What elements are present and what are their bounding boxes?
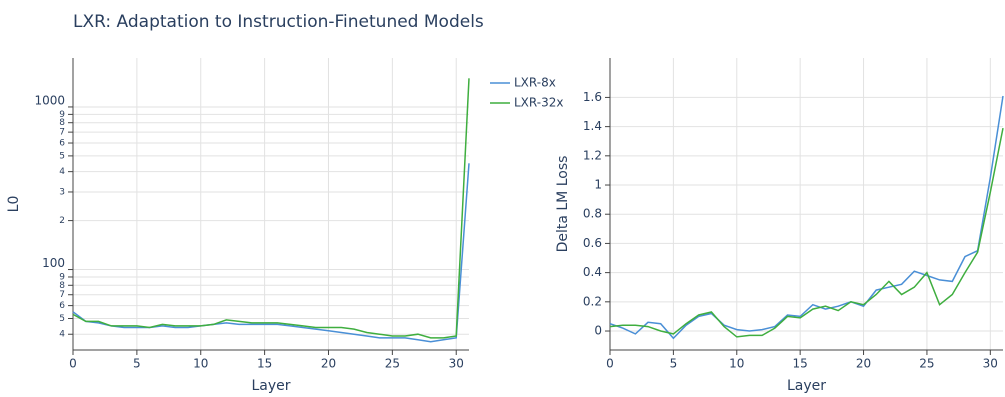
x-tick-label: 15 xyxy=(793,357,808,371)
x-tick-label: 0 xyxy=(69,357,77,371)
y-tick-label: 4 xyxy=(59,167,65,177)
x-tick-label: 5 xyxy=(670,357,678,371)
y-tick-label: 0 xyxy=(594,324,602,338)
legend-label: LXR-32x xyxy=(514,96,563,110)
x-tick-label: 5 xyxy=(133,357,141,371)
y-tick-label: 0.2 xyxy=(583,294,602,308)
x-tick-label: 20 xyxy=(856,357,871,371)
y-tick-label: 1.6 xyxy=(583,90,602,104)
y-axis-title: Delta LM Loss xyxy=(555,156,571,253)
x-axis-title: Layer xyxy=(787,378,826,394)
series-line xyxy=(72,78,470,339)
x-tick-label: 15 xyxy=(257,357,272,371)
y-tick-label: 1.2 xyxy=(583,148,602,162)
y-tick-label: 9 xyxy=(59,110,65,120)
y-tick-label: 0.8 xyxy=(583,207,602,221)
x-tick-label: 0 xyxy=(606,357,614,371)
y-tick-label: 2 xyxy=(59,216,65,226)
y-tick-label: 8 xyxy=(59,118,65,128)
series-line xyxy=(609,127,1004,338)
y-tick-label: 6 xyxy=(59,301,65,311)
x-axis-title: Layer xyxy=(251,378,290,394)
y-tick-label: 3 xyxy=(59,187,65,197)
y-tick-label: 6 xyxy=(59,139,65,149)
y-tick-label: 0.6 xyxy=(583,236,602,250)
y-axis-title: L0 xyxy=(6,196,22,213)
y-tick-label: 7 xyxy=(59,128,65,138)
y-tick-label: 1.4 xyxy=(583,119,602,133)
y-tick-label: 7 xyxy=(59,290,65,300)
legend-label: LXR-8x xyxy=(514,76,556,90)
series-line xyxy=(609,95,1004,340)
x-tick-label: 25 xyxy=(385,357,400,371)
figure-title: LXR: Adaptation to Instruction-Finetuned… xyxy=(73,12,484,32)
series-line xyxy=(72,163,470,343)
x-tick-label: 30 xyxy=(449,357,464,371)
x-tick-label: 20 xyxy=(321,357,336,371)
y-tick-label: 8 xyxy=(59,281,65,291)
x-tick-label: 30 xyxy=(983,357,998,371)
y-tick-label: 1000 xyxy=(34,93,65,107)
x-tick-label: 25 xyxy=(919,357,934,371)
y-tick-label: 1 xyxy=(594,178,602,192)
x-tick-label: 10 xyxy=(729,357,744,371)
y-tick-label: 100 xyxy=(42,256,65,270)
y-tick-label: 4 xyxy=(59,330,65,340)
y-tick-label: 0.4 xyxy=(583,265,602,279)
y-tick-label: 5 xyxy=(59,151,65,161)
y-tick-label: 5 xyxy=(59,314,65,324)
x-tick-label: 10 xyxy=(193,357,208,371)
y-tick-label: 9 xyxy=(59,272,65,282)
